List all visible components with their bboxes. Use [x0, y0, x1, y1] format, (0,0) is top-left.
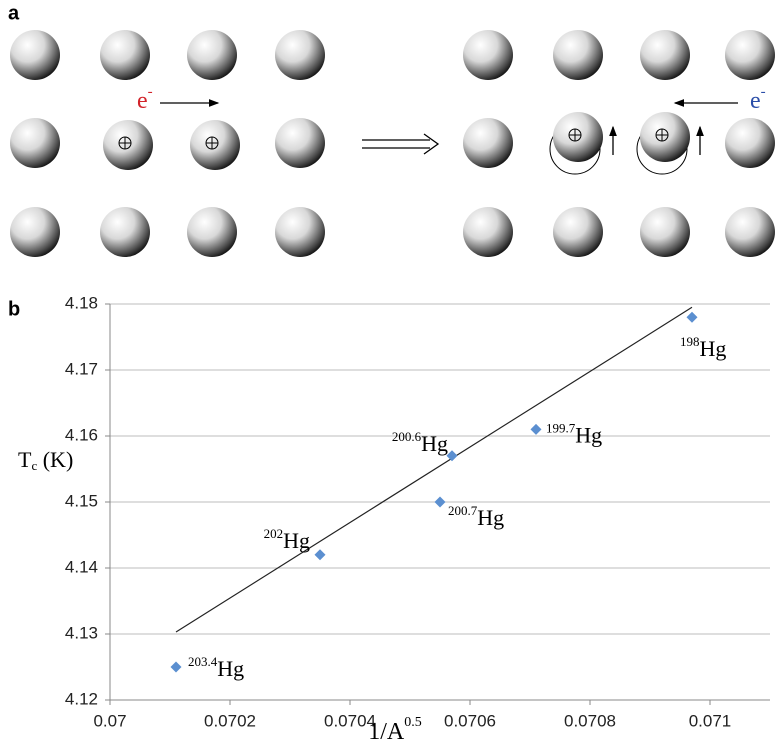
x-tick-label: 0.0704: [324, 711, 376, 730]
ion: [463, 207, 513, 257]
y-tick-label: 4.16: [65, 425, 98, 444]
plus-sign: [656, 129, 668, 141]
ion: [275, 207, 325, 257]
ion: [190, 120, 240, 170]
double-arrow: [362, 133, 440, 155]
ion: [100, 30, 150, 80]
ion: [275, 30, 325, 80]
ion: [640, 207, 690, 257]
point-label: 203.4Hg: [188, 654, 244, 681]
y-tick-label: 4.17: [65, 359, 98, 378]
y-tick-label: 4.15: [65, 491, 98, 510]
plus-sign: [569, 129, 581, 141]
point: [446, 450, 458, 462]
x-tick-label: 0.0708: [564, 711, 616, 730]
point: [314, 549, 326, 561]
ion: [100, 207, 150, 257]
point: [434, 496, 446, 508]
ion: [187, 207, 237, 257]
ion: [553, 30, 603, 80]
ion: [275, 118, 325, 168]
ion: [640, 30, 690, 80]
ion: [640, 112, 690, 162]
point: [530, 423, 542, 435]
electron-label: e-: [137, 84, 153, 113]
y-tick-label: 4.18: [65, 293, 98, 312]
chart: 4.12 4.13 4.14 4.15 4.16 4.17 4.18 0.07 0.0702 0.…: [18, 293, 770, 745]
ion: [725, 207, 775, 257]
point-label: 200.7Hg: [448, 503, 504, 530]
ion: [187, 30, 237, 80]
ion: [463, 118, 513, 168]
ion: [103, 120, 153, 170]
ion: [553, 207, 603, 257]
electron-label: e-: [750, 84, 766, 113]
ion: [725, 30, 775, 80]
point-label: 202Hg: [264, 526, 310, 553]
ion: [10, 30, 60, 80]
point-label: 198Hg: [680, 334, 726, 361]
point: [170, 661, 182, 673]
y-tick-label: 4.14: [65, 557, 98, 576]
y-axis-label: Tc (K): [18, 447, 73, 473]
y-tick-label: 4.12: [65, 689, 98, 708]
lattice-diagram: [10, 30, 775, 257]
ion: [553, 112, 603, 162]
x-tick-label: 0.0706: [444, 711, 496, 730]
plus-sign: [206, 137, 218, 149]
ion: [463, 30, 513, 80]
y-tick-label: 4.13: [65, 623, 98, 642]
panel-label: b: [8, 298, 20, 320]
ion: [10, 118, 60, 168]
x-tick-label: 0.071: [689, 711, 732, 730]
trendline: [175, 306, 693, 633]
ion: [10, 207, 60, 257]
point-label: 199.7Hg: [546, 420, 602, 447]
panel-label: a: [8, 2, 20, 24]
ion: [725, 118, 775, 168]
point: [686, 311, 698, 323]
x-axis-label: 1/A0.5: [368, 715, 422, 744]
x-tick-label: 0.07: [93, 711, 126, 730]
point-label: 200.6Hg: [392, 429, 448, 456]
plus-sign: [119, 137, 131, 149]
x-tick-label: 0.0702: [204, 711, 256, 730]
